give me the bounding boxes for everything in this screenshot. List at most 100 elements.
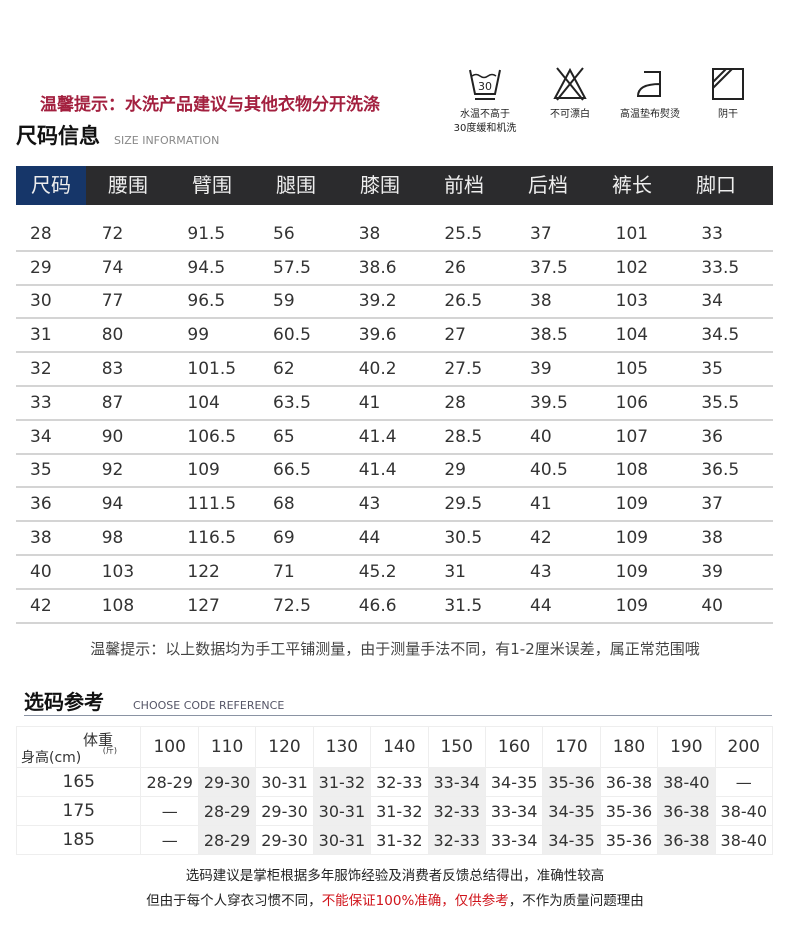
table-cell: 27	[444, 325, 466, 346]
table-cell: 33.5	[701, 257, 740, 278]
size-cell: 34-35	[484, 767, 544, 797]
reference-row: 175—28-29 29-30 30-31 31-32 32-33 33-34 34-35 3…	[15, 796, 774, 826]
size-cell: 36-38	[657, 825, 716, 855]
table-cell: 39.5	[530, 392, 568, 413]
table-cell: 37	[701, 494, 723, 515]
care-label: 阴干	[718, 109, 738, 120]
size-cell: 32-33	[370, 767, 429, 797]
table-row: 36 94 111.5 68 43 29.5 41 109 37	[16, 488, 773, 523]
table-cell: 34.5	[701, 325, 740, 346]
size-cell: 33-34	[484, 825, 544, 855]
table-cell: 27.5	[444, 359, 483, 380]
table-cell: 63.5	[273, 392, 311, 413]
table-row: 38 98 116.5 69 44 30.5 42 109 38	[16, 522, 773, 556]
table-cell: 26	[444, 257, 466, 278]
height-cell: 185	[15, 825, 142, 855]
care-label: 30度缓和机洗	[453, 123, 517, 134]
dry-shade-icon	[712, 68, 744, 100]
svg-text:30: 30	[478, 80, 492, 93]
table-row: 34 90 106.5 65 41.4 28.5 40 107 36	[16, 421, 773, 455]
table-cell: 68	[273, 494, 295, 515]
table-cell: 59	[273, 291, 295, 312]
column-header: 尺码	[16, 166, 86, 205]
weight-header: 180	[599, 726, 659, 768]
column-header: 膝围	[360, 173, 400, 197]
table-cell: 103	[101, 561, 135, 582]
size-cell: 38-40	[714, 796, 774, 826]
weight-header: 100	[140, 726, 199, 768]
size-cell: 35-36	[599, 796, 659, 826]
table-cell: 30	[30, 291, 52, 312]
table-cell: 72.5	[273, 595, 311, 616]
table-row: 28 72 91.5 56 38 25.5 37 101 33	[16, 218, 773, 252]
table-cell: 34	[701, 291, 723, 312]
table-cell: 40	[30, 561, 52, 582]
table-cell: 45.2	[358, 561, 397, 582]
size-cell: 38-40	[657, 767, 716, 797]
table-cell: 42	[530, 528, 552, 549]
table-cell: 104	[187, 392, 220, 413]
table-cell: 106.5	[187, 426, 237, 447]
column-header: 腿围	[276, 173, 316, 197]
size-cell: 28-29	[197, 796, 257, 826]
size-cell: 29-30	[255, 825, 314, 855]
table-cell: 87	[101, 392, 124, 413]
care-item: 不可漂白	[530, 66, 610, 122]
table-cell: 108	[101, 595, 135, 616]
size-table: 28 72 91.5 56 38 25.5 37 101 33 29 74 94.5 57.5 38.6 2…	[16, 218, 773, 624]
column-header: 裤长	[612, 173, 652, 197]
table-cell: 99	[187, 325, 210, 346]
height-label: 身高(cm)	[21, 750, 82, 766]
section-title-en: SIZE INFORMATION	[114, 134, 220, 147]
table-cell: 28	[444, 392, 466, 413]
section-title: 尺码信息	[16, 124, 100, 148]
table-cell: 36	[30, 494, 52, 515]
weight-unit: (斤)	[102, 746, 117, 755]
table-cell: 91.5	[187, 223, 226, 244]
table-cell: 40	[701, 595, 723, 616]
table-cell: 42	[30, 595, 52, 616]
table-cell: 38	[530, 291, 552, 312]
table-cell: 32	[30, 359, 52, 380]
table-cell: 37	[530, 223, 552, 244]
care-label: 水温不高于	[460, 109, 510, 120]
table-cell: 102	[615, 257, 649, 278]
table-cell: 83	[101, 359, 124, 380]
size-cell: 30-31	[255, 767, 314, 797]
table-cell: 40.2	[358, 359, 397, 380]
size-cell: 30-31	[312, 825, 372, 855]
table-cell: 38.6	[358, 257, 397, 278]
table-cell: 35	[30, 460, 52, 481]
size-cell: 35-36	[599, 825, 659, 855]
footer-line-1: 选码建议是掌柜根据多年服饰经验及消费者反馈总结得出，准确性较高	[185, 868, 605, 884]
table-cell: 101	[615, 223, 649, 244]
table-cell: 101.5	[187, 359, 237, 380]
care-item: 高温垫布熨烫	[610, 66, 690, 122]
column-header: 前档	[444, 173, 484, 197]
table-cell: 35	[701, 359, 723, 380]
table-row: 29 74 94.5 57.5 38.6 26 37.5 102 33.5	[16, 252, 773, 286]
table-row: 42 108 127 72.5 46.6 31.5 44 109 40	[16, 590, 773, 624]
reference-title: 选码参考	[24, 690, 104, 714]
corner-cell: 体重 (斤) 身高(cm)	[15, 726, 142, 768]
table-cell: 43	[358, 494, 381, 515]
table-cell: 106	[615, 392, 649, 413]
table-row: 33 87 104 63.5 41 28 39.5 106 35.5	[16, 387, 773, 421]
table-cell: 38	[701, 528, 723, 549]
table-cell: 26.5	[444, 291, 483, 312]
table-cell: 80	[101, 325, 124, 346]
reference-header-row: 体重 (斤) 身高(cm) 100 110 120 130 140 150 160 170 180 19…	[15, 726, 774, 768]
table-cell: 40.5	[530, 460, 568, 481]
size-cell: 32-33	[427, 796, 486, 826]
footer-line-2: 但由于每个人穿衣习惯不同，不能保证100%准确，仅供参考，不作为质量问题理由	[0, 889, 790, 909]
table-cell: 40	[530, 426, 552, 447]
table-cell: 74	[101, 257, 124, 278]
table-cell: 31	[30, 325, 52, 346]
wash-tip: 温馨提示：水洗产品建议与其他衣物分开洗涤	[40, 95, 380, 115]
table-cell: 36	[701, 426, 723, 447]
divider	[24, 715, 772, 716]
table-cell: 29	[30, 257, 52, 278]
table-cell: 25.5	[444, 223, 483, 244]
no-bleach-icon	[553, 67, 587, 101]
